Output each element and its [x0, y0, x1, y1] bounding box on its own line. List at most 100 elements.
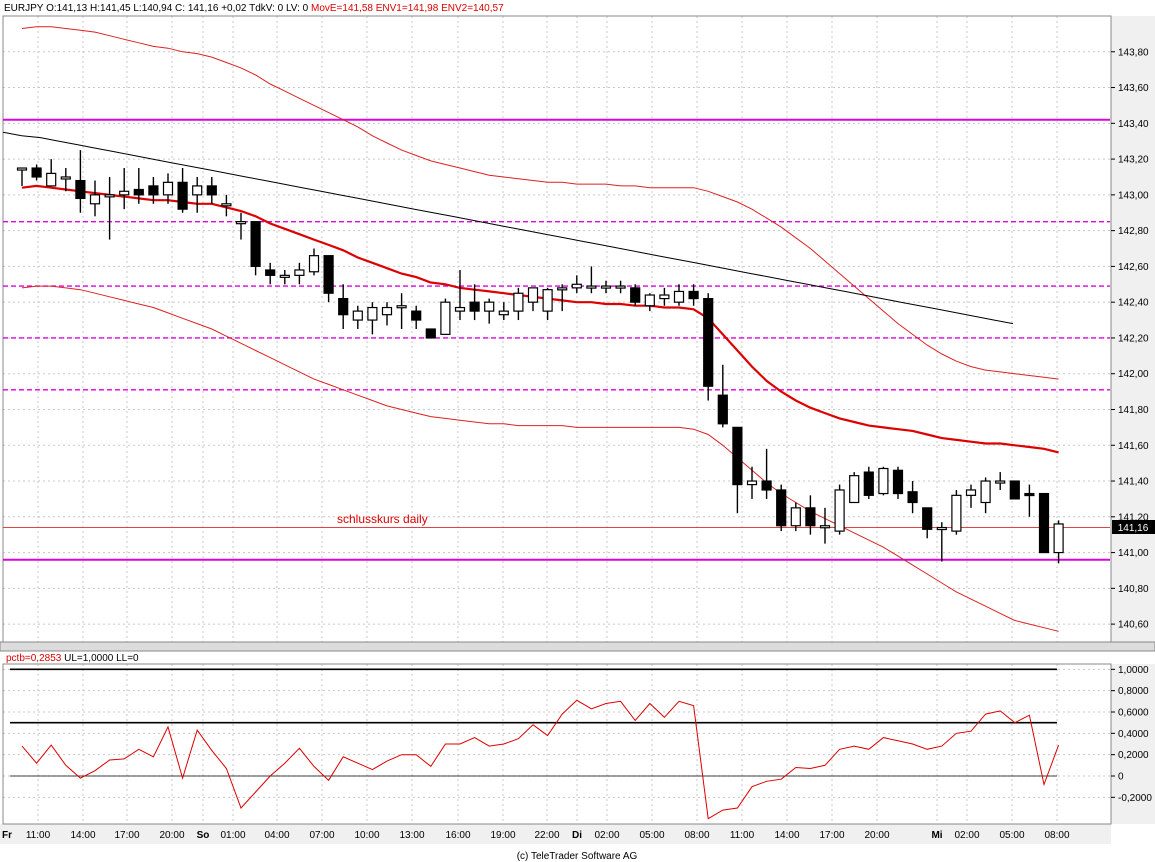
pctb-tick-label: 0,8000	[1118, 686, 1149, 697]
price-tick-label: 143,20	[1118, 155, 1149, 166]
candle-body-down	[338, 297, 349, 316]
time-tick-label: 20:00	[864, 830, 889, 841]
time-tick-label: 11:00	[730, 830, 755, 841]
pctb-tick-label: 0	[1118, 772, 1124, 783]
candle-body-up	[221, 203, 232, 207]
time-tick-label: So	[197, 830, 210, 841]
candle-body-down	[805, 507, 816, 527]
candle-body-up	[119, 190, 130, 196]
candle-body-up	[878, 467, 889, 495]
candle-body-down	[1009, 480, 1020, 500]
time-tick-label: 05:00	[639, 830, 664, 841]
price-tick-label: 142,40	[1118, 298, 1149, 309]
time-tick-label: 22:00	[534, 830, 559, 841]
candle-body-down	[732, 426, 743, 486]
main-grid	[3, 16, 1111, 642]
candle-body-up	[381, 306, 393, 316]
candle-body-up	[89, 194, 101, 205]
time-tick-label: Mi	[931, 830, 942, 841]
time-tick-label: Di	[572, 830, 582, 841]
time-tick-label: 17:00	[114, 830, 139, 841]
pane-splitter[interactable]	[0, 641, 1155, 652]
candle-body-up	[571, 283, 582, 289]
price-tick-label: 142,00	[1118, 369, 1149, 380]
candle-body-up	[279, 274, 290, 278]
candle-body-down	[411, 310, 422, 321]
candle-body-up	[746, 480, 758, 486]
candle-body-up	[600, 285, 612, 289]
candle-body-up	[162, 181, 174, 196]
candle-body-up	[513, 292, 524, 312]
candle-body-down	[425, 328, 436, 339]
last-price-label: 141,16	[1118, 523, 1149, 534]
candle-body-down	[148, 185, 159, 196]
candle-body-down	[75, 179, 86, 200]
price-tick-label: 141,00	[1118, 548, 1149, 559]
time-tick-label: 02:00	[954, 830, 979, 841]
time-tick-label: 08:00	[1044, 830, 1069, 841]
candle-body-up	[995, 480, 1006, 484]
candle-body-up	[673, 290, 685, 303]
candle-body-down	[250, 221, 261, 268]
candle-body-up	[484, 301, 495, 312]
candle-body-up	[965, 489, 977, 496]
series-line-env1	[21, 26, 1059, 380]
candle-body-down	[177, 181, 188, 210]
price-tick-label: 141,40	[1118, 477, 1149, 488]
candle-body-up	[104, 194, 115, 198]
candle-body-up	[367, 306, 378, 321]
price-tick-label: 140,60	[1118, 620, 1149, 631]
candle-body-down	[863, 471, 874, 496]
candle-body-up	[440, 301, 451, 335]
sub-header: pctb=0,2853 UL=1,0000 LL=0	[6, 653, 139, 664]
candle-body-up	[396, 305, 407, 309]
candle-body-up	[235, 221, 247, 225]
price-axis: 140,60 140,80 141,00 141,20 141,40 141,60 141,…	[1111, 47, 1149, 631]
candle-body-up	[936, 526, 947, 531]
pctb-axis: -0,2000 0 0,2000 0,4000 0,6000 0,8000 1,0000	[1111, 665, 1152, 804]
candle-body-down	[265, 269, 276, 276]
pctb-series	[21, 699, 1060, 820]
price-tick-label: 140,80	[1118, 584, 1149, 595]
candle-body-up	[308, 255, 320, 273]
candle-body-down	[31, 167, 42, 178]
time-tick-label: 07:00	[309, 830, 334, 841]
price-tick-label: 141,60	[1118, 441, 1149, 452]
price-tick-label: 141,80	[1118, 405, 1149, 416]
candle-body-down	[1038, 492, 1050, 554]
price-tick-label: 143,60	[1118, 83, 1149, 94]
candle-body-down	[761, 480, 772, 491]
time-tick-label: 20:00	[159, 830, 184, 841]
candle-body-up	[659, 294, 670, 300]
candle-body-up	[849, 475, 860, 504]
time-tick-label: 14:00	[774, 830, 799, 841]
indicator-lines	[3, 26, 1059, 632]
annotation-text: schlusskurs daily	[337, 512, 428, 526]
pctb-line	[21, 699, 1060, 820]
candle-body-up	[352, 310, 363, 321]
pctb-tick-label: -0,2000	[1118, 793, 1152, 804]
series-line-trendline	[3, 131, 1014, 325]
candle-body-up	[615, 285, 626, 289]
candle-body-down	[1024, 492, 1035, 497]
time-tick-label: 05:00	[999, 830, 1024, 841]
time-tick-label: 04:00	[264, 830, 289, 841]
price-tick-label: 143,80	[1118, 47, 1149, 58]
candle-body-up	[454, 306, 466, 312]
price-tick-label: 142,60	[1118, 262, 1149, 273]
price-tick-label: 142,20	[1118, 333, 1149, 344]
time-tick-label: 11:00	[26, 830, 51, 841]
candle-body-up	[557, 287, 568, 291]
candle-body-up	[294, 269, 305, 276]
header-symbol: EURJPY O:141,13 H:141,45 L:140,94 C: 141…	[4, 3, 504, 14]
time-axis-bg	[0, 824, 1111, 844]
time-tick-label: 10:00	[354, 830, 379, 841]
time-tick-label: 08:00	[684, 830, 709, 841]
candle-body-down	[776, 489, 787, 527]
candle-body-down	[206, 185, 217, 196]
price-tick-label: 143,40	[1118, 119, 1149, 130]
candle-body-down	[922, 507, 933, 530]
time-tick-label: 16:00	[445, 830, 470, 841]
candle-body-up	[819, 525, 831, 529]
